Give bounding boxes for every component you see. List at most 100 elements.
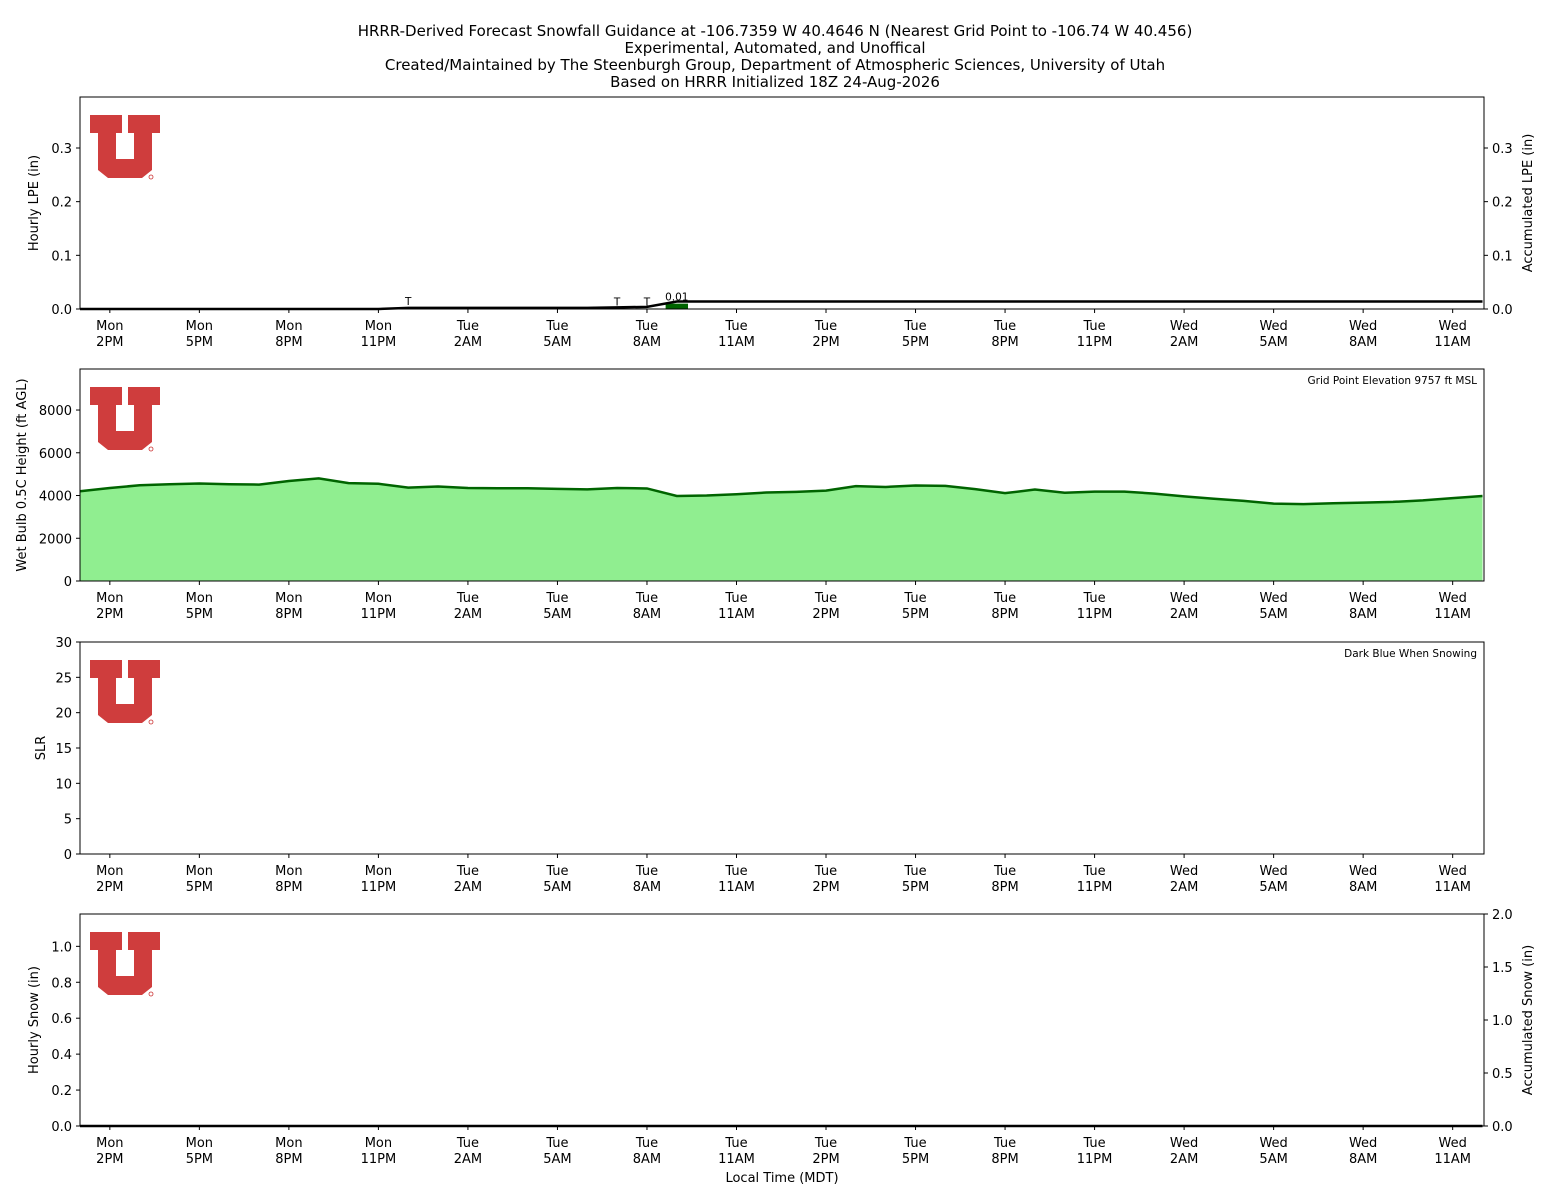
x-tick-label: Wed 8AM xyxy=(1349,319,1377,350)
x-tick-label: Tue 11AM xyxy=(718,864,755,895)
logo xyxy=(90,932,160,997)
x-tick-label: Mon 11PM xyxy=(361,591,397,622)
y-tick-label: 0 xyxy=(64,575,72,590)
data-label: T xyxy=(404,296,412,308)
plot-frame xyxy=(79,96,1485,310)
y-tick-label: 0.6 xyxy=(51,1012,72,1027)
logo-mark xyxy=(148,174,154,180)
y-tick-label: 0.2 xyxy=(51,1084,72,1099)
x-tick-label: Mon 5PM xyxy=(186,864,213,895)
x-tick-label: Mon 11PM xyxy=(361,319,397,350)
y-tick-label: 0.4 xyxy=(51,1048,72,1063)
y2-tick-label: 0.0 xyxy=(1492,303,1513,318)
y2-tick-label: 0.1 xyxy=(1492,249,1513,264)
x-tick-label: Mon 2PM xyxy=(96,591,123,622)
x-tick-label: Tue 5PM xyxy=(902,1136,929,1167)
x-tick-label: Wed 5AM xyxy=(1259,1136,1287,1167)
y-tick-label: 5 xyxy=(64,813,72,828)
y-tick-label: 30 xyxy=(55,636,72,651)
x-tick-label: Tue 11AM xyxy=(718,591,755,622)
annotation: Dark Blue When Snowing xyxy=(1344,648,1477,660)
logo-u xyxy=(90,115,160,178)
y-tick-label: 8000 xyxy=(39,404,72,419)
x-tick-label: Tue 2PM xyxy=(812,864,839,895)
x-tick-label: Tue 11PM xyxy=(1077,864,1113,895)
logo xyxy=(90,660,160,725)
x-tick-label: Tue 8AM xyxy=(633,1136,661,1167)
x-axis-label: Local Time (MDT) xyxy=(725,1171,838,1186)
x-tick-label: Mon 8PM xyxy=(275,864,302,895)
x-tick-label: Tue 8PM xyxy=(991,319,1018,350)
x-tick-label: Tue 2PM xyxy=(812,319,839,350)
x-tick-label: Tue 2PM xyxy=(812,1136,839,1167)
y-axis-label: SLR xyxy=(34,736,49,761)
plot-frame xyxy=(79,913,1485,1127)
annotation: Grid Point Elevation 9757 ft MSL xyxy=(1308,375,1478,387)
y-tick-label: 0.1 xyxy=(51,249,72,264)
y-tick-label: 25 xyxy=(55,671,72,686)
panel: 0 5 10 15 20 25 30 Mon 2PM Mon 5PM Mon 8PM Mon 11PM Tue… xyxy=(34,636,1485,895)
x-tick-label: Wed 5AM xyxy=(1259,319,1287,350)
x-tick-label: Tue 5AM xyxy=(543,319,571,350)
y2-tick-label: 2.0 xyxy=(1492,908,1513,923)
plot-frame xyxy=(79,368,1485,582)
logo xyxy=(90,115,160,180)
bar xyxy=(665,303,689,309)
x-tick-label: Tue 11PM xyxy=(1077,591,1113,622)
x-tick-label: Wed 11AM xyxy=(1434,591,1471,622)
y-tick-label: 0.3 xyxy=(51,142,72,157)
y-tick-label: 6000 xyxy=(39,447,72,462)
y-tick-label: 0.0 xyxy=(51,303,72,318)
logo-u xyxy=(90,387,160,450)
x-tick-label: Tue 2AM xyxy=(454,864,482,895)
x-tick-label: Wed 2AM xyxy=(1170,591,1198,622)
data-label: T xyxy=(613,296,621,308)
y-tick-label: 1.0 xyxy=(51,940,72,955)
x-tick-label: Tue 11PM xyxy=(1077,1136,1113,1167)
logo xyxy=(90,387,160,452)
x-tick-label: Mon 2PM xyxy=(96,1136,123,1167)
x-tick-label: Tue 5PM xyxy=(902,591,929,622)
x-tick-label: Tue 5AM xyxy=(543,1136,571,1167)
logo-mark xyxy=(148,991,154,997)
chart-title: Created/Maintained by The Steenburgh Gro… xyxy=(385,56,1165,74)
x-tick-label: Wed 2AM xyxy=(1170,319,1198,350)
y2-tick-label: 1.0 xyxy=(1492,1014,1513,1029)
y-tick-label: 0.2 xyxy=(51,196,72,211)
x-tick-label: Mon 5PM xyxy=(186,1136,213,1167)
line xyxy=(80,300,1483,311)
y2-tick-label: 0.0 xyxy=(1492,1120,1513,1135)
y-tick-label: 10 xyxy=(55,777,72,792)
x-tick-label: Wed 8AM xyxy=(1349,864,1377,895)
x-tick-label: Mon 11PM xyxy=(361,864,397,895)
x-tick-label: Tue 11PM xyxy=(1077,319,1113,350)
y2-tick-label: 0.3 xyxy=(1492,142,1513,157)
x-tick-label: Mon 2PM xyxy=(96,319,123,350)
x-tick-label: Mon 8PM xyxy=(275,319,302,350)
x-tick-label: Tue 8PM xyxy=(991,1136,1018,1167)
x-tick-label: Wed 2AM xyxy=(1170,864,1198,895)
x-tick-label: Wed 5AM xyxy=(1259,591,1287,622)
panel: 0.0 0.2 0.4 0.6 0.8 1.0 0.0 0.5 1.0 1.5 2.0 Mon 2PM M… xyxy=(27,908,1536,1186)
x-tick-label: Mon 2PM xyxy=(96,864,123,895)
y-axis-label: Hourly Snow (in) xyxy=(27,966,42,1074)
y-tick-label: 0.0 xyxy=(51,1120,72,1135)
x-tick-label: Mon 5PM xyxy=(186,591,213,622)
logo-mark xyxy=(148,446,154,452)
area xyxy=(80,478,1483,581)
x-tick-label: Tue 2AM xyxy=(454,1136,482,1167)
y-axis-label: Wet Bulb 0.5C Height (ft AGL) xyxy=(15,378,30,571)
x-tick-label: Mon 8PM xyxy=(275,591,302,622)
y2-axis-label: Accumulated LPE (in) xyxy=(1521,134,1536,273)
x-tick-label: Tue 8AM xyxy=(633,864,661,895)
y-tick-label: 2000 xyxy=(39,532,72,547)
x-tick-label: Wed 8AM xyxy=(1349,591,1377,622)
y2-tick-label: 0.5 xyxy=(1492,1067,1513,1082)
x-tick-label: Tue 5AM xyxy=(543,864,571,895)
plot-frame xyxy=(79,641,1485,855)
x-tick-label: Tue 5PM xyxy=(902,319,929,350)
x-tick-label: Tue 8AM xyxy=(633,319,661,350)
x-tick-label: Wed 8AM xyxy=(1349,1136,1377,1167)
